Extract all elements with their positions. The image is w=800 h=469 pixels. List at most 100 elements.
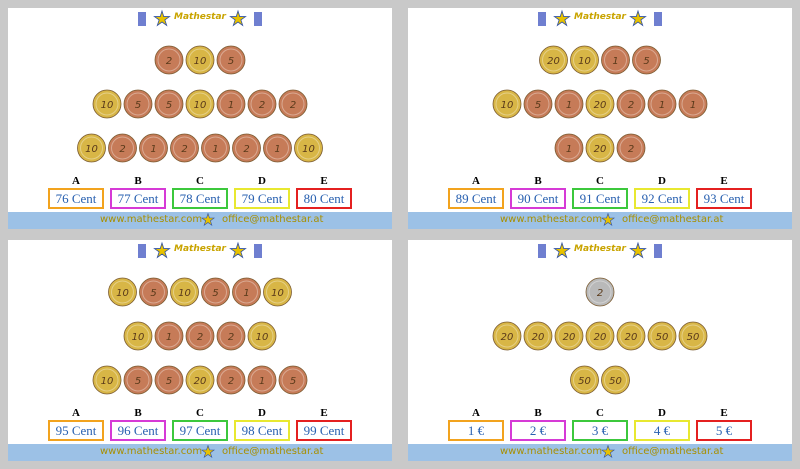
- option-letter: E: [320, 175, 328, 187]
- answer-option[interactable]: 2 €: [510, 420, 566, 441]
- coin-inner: [588, 136, 612, 160]
- coin-label: 10: [501, 100, 514, 111]
- logo: Mathestar: [173, 12, 226, 22]
- coin-label: 10: [271, 288, 284, 299]
- logo-figure: [654, 12, 662, 26]
- coin-label: 5: [135, 376, 141, 387]
- answer-option[interactable]: 5 €: [696, 420, 752, 441]
- coin-label: 1: [259, 376, 265, 387]
- answer-option[interactable]: 80 Cent: [296, 188, 352, 209]
- coin: [77, 133, 106, 163]
- coin-label: 20: [594, 144, 607, 155]
- coin-label: 10: [101, 100, 114, 111]
- answer-option[interactable]: 76 Cent: [48, 188, 104, 209]
- coin-inner: [588, 324, 612, 348]
- email: office@mathestar.at: [622, 214, 724, 225]
- coin: [616, 89, 646, 119]
- panel: 2 20 20 20 20 20 50 50 50 50 Mathestar A 1 € B 2 € C 3 €…: [408, 240, 792, 461]
- email: office@mathestar.at: [222, 446, 324, 457]
- panel: 2 10 5 10 5 5 10 1 2 2 10 2 1 2 1 2 1 10 Mathestar A 76 Cent…: [8, 8, 392, 229]
- answer-option[interactable]: 96 Cent: [110, 420, 166, 441]
- coin: [492, 89, 522, 119]
- coin: [263, 133, 292, 163]
- coin: [678, 89, 708, 119]
- logo-star: [629, 241, 647, 259]
- answer-option[interactable]: 97 Cent: [172, 420, 228, 441]
- star: [601, 445, 615, 459]
- coin-inner: [219, 368, 243, 392]
- coin-inner: [557, 136, 581, 160]
- coin: [601, 45, 630, 75]
- coin-inner: [619, 324, 643, 348]
- logo-figure: [138, 12, 146, 26]
- answer-option[interactable]: 90 Cent: [510, 188, 566, 209]
- coin: [585, 89, 615, 119]
- logo-star: [553, 9, 571, 27]
- answer-option[interactable]: 95 Cent: [48, 420, 104, 441]
- coin: [294, 133, 323, 163]
- logo-figure: [538, 244, 546, 258]
- option-letter: B: [134, 175, 142, 187]
- answer-option[interactable]: 91 Cent: [572, 188, 628, 209]
- option-letter: D: [258, 175, 266, 187]
- coin-inner: [495, 92, 519, 116]
- coin-label: 10: [194, 56, 207, 67]
- coin-label: 1: [612, 56, 618, 67]
- coin-inner: [126, 324, 150, 348]
- coin: [154, 45, 184, 75]
- coin: [139, 277, 168, 307]
- coin: [123, 89, 153, 119]
- coin-inner: [111, 280, 134, 304]
- answer-option[interactable]: 93 Cent: [696, 188, 752, 209]
- logo-star: [553, 241, 571, 259]
- coin-label: 5: [150, 288, 156, 299]
- answer-option[interactable]: 3 €: [572, 420, 628, 441]
- coin-inner: [173, 280, 196, 304]
- coin-label: 1: [690, 100, 696, 111]
- coin-inner: [250, 92, 274, 116]
- coin: [678, 321, 708, 351]
- coin-inner: [557, 92, 581, 116]
- coin: [492, 321, 522, 351]
- coin-inner: [188, 324, 212, 348]
- coin-label: 2: [259, 100, 265, 111]
- answer-option[interactable]: 4 €: [634, 420, 690, 441]
- option-letter: D: [658, 175, 666, 187]
- option-letter: C: [196, 407, 204, 419]
- coin: [216, 365, 246, 395]
- coin-inner: [157, 48, 181, 72]
- option-letter: C: [596, 407, 604, 419]
- coin-inner: [635, 48, 658, 72]
- coin-inner: [219, 92, 243, 116]
- answer-option[interactable]: 89 Cent: [448, 188, 504, 209]
- website: www.mathestar.com: [100, 446, 203, 457]
- option-letter: D: [658, 407, 666, 419]
- coin: [123, 321, 153, 351]
- footer: www.mathestar.com office@mathestar.at: [8, 444, 392, 461]
- coin-label: 10: [178, 288, 191, 299]
- coin-label: 10: [194, 100, 207, 111]
- coin-label: 20: [501, 332, 514, 343]
- coin: [216, 45, 246, 75]
- coin-inner: [681, 92, 705, 116]
- coin: [539, 45, 568, 75]
- coin-label: 2: [290, 100, 296, 111]
- coin-label: 5: [290, 376, 296, 387]
- answer-option[interactable]: 99 Cent: [296, 420, 352, 441]
- coin: [616, 133, 646, 163]
- answer-option[interactable]: 79 Cent: [234, 188, 290, 209]
- coin-inner: [573, 368, 596, 392]
- coin: [585, 277, 615, 307]
- answer-option[interactable]: 92 Cent: [634, 188, 690, 209]
- coin-inner: [95, 368, 119, 392]
- coin-label: 20: [194, 376, 207, 387]
- answer-option[interactable]: 77 Cent: [110, 188, 166, 209]
- answer-option[interactable]: 78 Cent: [172, 188, 228, 209]
- coin-inner: [142, 136, 165, 160]
- answer-option[interactable]: 1 €: [448, 420, 504, 441]
- star: [201, 445, 215, 459]
- panel: 10 5 10 5 1 10 10 1 2 2 10 10 5 5 20 2 1 5 Mathestar A 95 Ce…: [8, 240, 392, 461]
- answer-option[interactable]: 98 Cent: [234, 420, 290, 441]
- coin-inner: [266, 136, 289, 160]
